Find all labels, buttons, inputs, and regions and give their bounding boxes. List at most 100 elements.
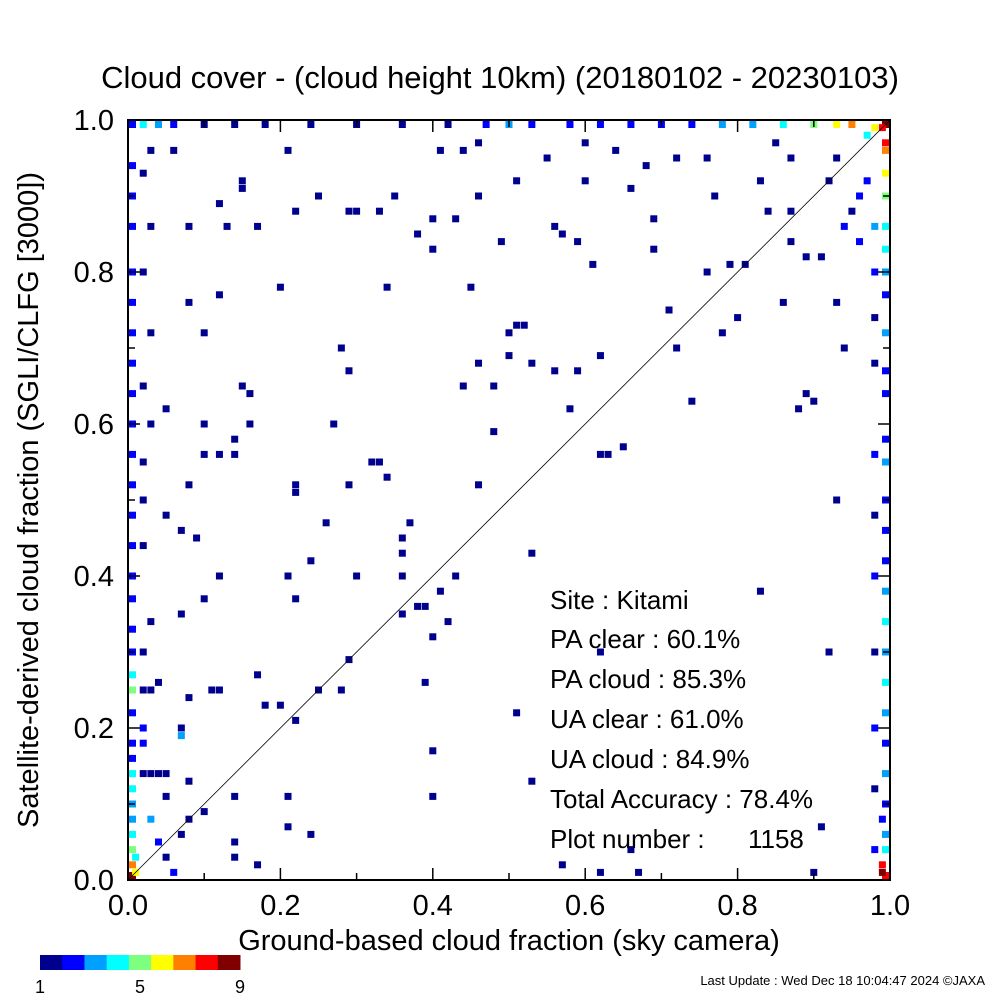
plot-cell-245 (543, 154, 551, 162)
plot-cell-210 (635, 868, 643, 876)
plot-cell-279 (848, 207, 856, 215)
plot-cell-9 (882, 139, 889, 147)
plot-cell-176 (444, 618, 452, 626)
colorbar-swatch-4 (128, 955, 152, 970)
plot-cell-175 (429, 792, 437, 800)
plot-cell-162 (345, 367, 353, 375)
y-tick-label-2: 0.4 (74, 561, 114, 593)
plot-cell-34 (882, 846, 889, 854)
plot-cell-37 (129, 846, 136, 854)
plot-cell-271 (528, 359, 536, 367)
plot-cell-10 (882, 146, 889, 154)
plot-cell-225 (795, 405, 803, 413)
plot-cell-19 (882, 390, 889, 398)
plot-cell-183 (436, 146, 444, 154)
plot-cell-60 (129, 359, 136, 367)
plot-cell-11 (882, 169, 889, 177)
plot-cell-111 (162, 853, 170, 861)
plot-cell-297 (139, 724, 147, 732)
plot-cell-291 (871, 785, 879, 793)
plot-cell-82 (627, 121, 635, 128)
plot-cell-261 (246, 420, 254, 428)
plot-cell-29 (882, 709, 889, 717)
plot-cell-270 (505, 352, 513, 360)
plot-cell-229 (817, 253, 825, 261)
plot-cell-42 (129, 785, 136, 793)
plot-cell-155 (276, 283, 284, 291)
plot-cell-285 (871, 359, 879, 367)
plot-cell-213 (673, 344, 681, 352)
plot-cell-93 (154, 770, 162, 778)
x-axis-label: Ground-based cloud fraction (sky camera) (238, 925, 780, 957)
plot-cell-287 (871, 511, 879, 519)
plot-cell-54 (129, 542, 136, 550)
plot-cell-56 (129, 481, 136, 489)
plot-cell-198 (589, 260, 597, 268)
colorbar-swatch-7 (195, 955, 219, 970)
plot-cell-204 (596, 450, 604, 458)
plot-cell-138 (254, 861, 262, 869)
stat-total-accuracy: Total Accuracy : 78.4% (550, 784, 813, 814)
plot-cell-75 (398, 121, 406, 128)
plot-cell-236 (810, 868, 818, 876)
plot-cell-76 (444, 121, 452, 128)
plot-cell-73 (307, 121, 315, 128)
last-update-text: Last Update : Wed Dec 18 10:04:47 2024 ©… (700, 973, 985, 988)
plot-cell-107 (139, 268, 147, 276)
plot-cell-0 (129, 121, 136, 128)
plot-cell-180 (467, 283, 475, 291)
plot-cell-116 (185, 777, 193, 785)
plot-cell-239 (756, 177, 764, 185)
plot-cell-159 (353, 207, 361, 215)
plot-cell-133 (215, 200, 223, 208)
plot-cell-146 (307, 830, 315, 838)
plot-cell-296 (139, 739, 147, 747)
plot-cell-194 (528, 777, 536, 785)
plot-cell-177 (436, 587, 444, 595)
colorbar-swatch-5 (151, 955, 174, 970)
plot-cell-161 (383, 283, 391, 291)
plot-cell-184 (459, 146, 467, 154)
plot-cell-284 (871, 314, 879, 322)
plot-cell-298 (177, 732, 185, 740)
plot-cell-64 (129, 222, 136, 230)
plot-cell-272 (650, 215, 658, 223)
plot-cell-273 (627, 184, 635, 192)
plot-cell-274 (665, 306, 673, 314)
stats-box: Site : Kitami PA clear : 60.1% PA cloud … (550, 585, 813, 854)
plot-cell-28 (882, 678, 889, 686)
plot-cell-86 (749, 121, 757, 128)
plot-cell-256 (231, 435, 239, 443)
plot-cell-224 (787, 238, 795, 246)
y-axis-label: Satellite-derived cloud fraction (SGLI/C… (13, 172, 45, 828)
colorbar: 1 5 9 (35, 955, 245, 997)
plot-cell-131 (215, 291, 223, 299)
plot-cell-14 (882, 245, 889, 253)
plot-cell-201 (574, 367, 582, 375)
plot-cell-241 (673, 154, 681, 162)
plot-cell-181 (429, 245, 437, 253)
plot-cell-118 (185, 694, 193, 702)
plot-cell-191 (520, 321, 528, 329)
plot-cell-84 (688, 121, 696, 128)
x-tick-label-5: 1.0 (870, 890, 910, 922)
plot-cell-255 (238, 382, 246, 390)
plot-cell-69 (170, 121, 178, 128)
plot-cell-132 (185, 222, 193, 230)
plot-cell-16 (882, 291, 889, 299)
plot-cell-48 (129, 686, 136, 694)
plot-cell-214 (688, 397, 696, 405)
plot-cell-43 (132, 853, 140, 861)
plot-cell-268 (452, 572, 460, 580)
plot-cell-149 (337, 686, 345, 694)
plot-cell-24 (882, 557, 889, 565)
plot-cell-51 (129, 625, 136, 633)
plot-cell-226 (802, 390, 810, 398)
plot-cell-288 (871, 572, 879, 580)
plot-cell-251 (345, 207, 353, 215)
plot-cell-197 (574, 238, 582, 246)
y-tick-label-5: 1.0 (74, 105, 114, 137)
plot-cell-6 (863, 131, 871, 139)
plot-cell-290 (871, 724, 879, 732)
plot-cell-153 (322, 519, 330, 527)
